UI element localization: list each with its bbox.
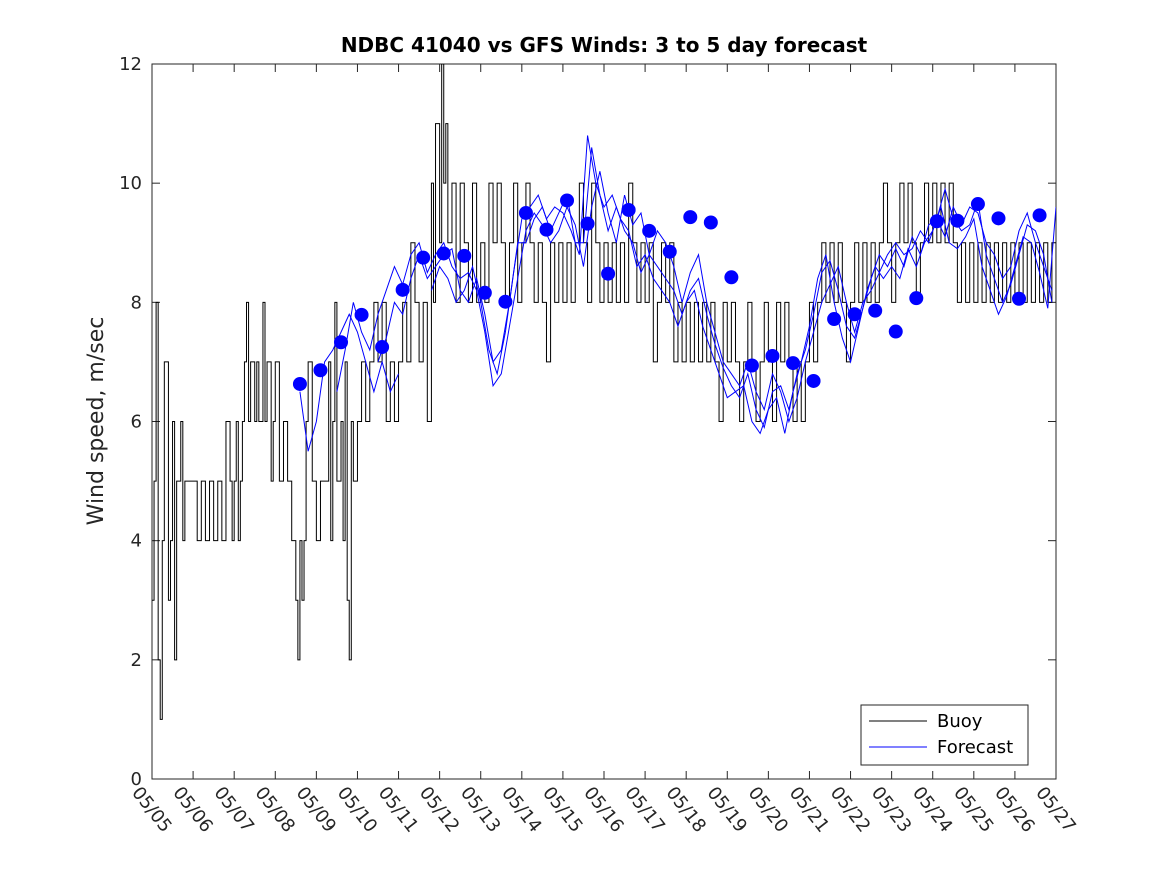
forecast-line	[299, 313, 399, 452]
forecast-marker	[724, 270, 739, 285]
plot-data	[152, 64, 1056, 720]
forecast-marker	[703, 215, 718, 230]
forecast-marker	[744, 358, 759, 373]
forecast-marker	[888, 324, 903, 339]
forecast-line	[430, 135, 1056, 435]
forecast-marker	[313, 363, 328, 378]
forecast-marker	[642, 223, 657, 238]
forecast-marker	[970, 197, 985, 212]
forecast-marker	[580, 216, 595, 231]
legend-entry-label: Buoy	[937, 711, 983, 732]
forecast-marker	[868, 303, 883, 318]
forecast-marker	[827, 312, 842, 327]
forecast-marker	[354, 307, 369, 322]
forecast-marker	[601, 266, 616, 281]
legend-entry-label: Forecast	[937, 737, 1013, 758]
forecast-marker	[477, 285, 492, 300]
forecast-marker	[847, 307, 862, 322]
forecast-marker	[621, 202, 636, 217]
forecast-marker	[436, 246, 451, 261]
forecast-line	[377, 147, 1053, 430]
y-axis-label: Wind speed, m/sec	[84, 317, 109, 526]
forecast-marker	[375, 340, 390, 355]
forecast-marker	[786, 356, 801, 371]
forecast-marker	[416, 250, 431, 265]
y-tick-label: 2	[131, 650, 142, 671]
forecast-marker	[929, 214, 944, 229]
y-tick-label: 12	[119, 54, 142, 75]
forecast-marker	[560, 193, 575, 208]
forecast-marker	[991, 211, 1006, 226]
forecast-marker	[683, 210, 698, 225]
forecast-marker	[1032, 208, 1047, 223]
legend-box	[860, 704, 1029, 766]
forecast-marker	[498, 294, 513, 309]
chart-title: NDBC 41040 vs GFS Winds: 3 to 5 day fore…	[341, 33, 868, 57]
buoy-line	[152, 64, 1056, 720]
y-tick-label: 0	[131, 769, 142, 790]
forecast-marker	[806, 373, 821, 388]
y-tick-label: 8	[131, 292, 142, 313]
forecast-marker	[457, 248, 472, 263]
forecast-marker	[1012, 291, 1027, 306]
forecast-marker	[518, 205, 533, 220]
forecast-marker	[539, 222, 554, 237]
legend: Buoy Forecast	[860, 704, 1029, 766]
forecast-marker	[950, 213, 965, 228]
forecast-marker	[334, 335, 349, 350]
forecast-marker	[395, 282, 410, 297]
y-tick-label: 6	[131, 412, 142, 433]
forecast-marker	[292, 376, 307, 391]
forecast-marker	[662, 244, 677, 259]
y-tick-label: 4	[131, 531, 142, 552]
forecast-marker	[765, 348, 780, 363]
y-tick-label: 10	[119, 173, 142, 194]
forecast-marker	[909, 291, 924, 306]
